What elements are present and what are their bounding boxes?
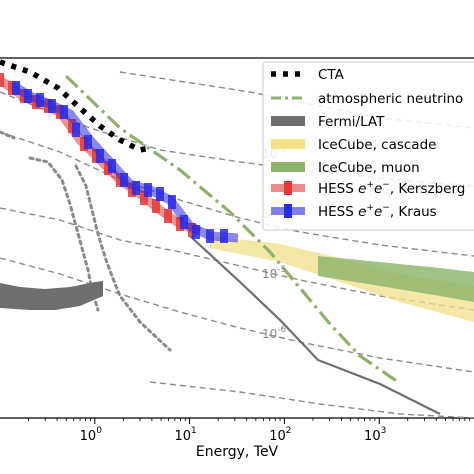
hess-kraus-point	[192, 225, 200, 239]
legend-frame	[262, 61, 474, 231]
hess-kraus-point	[96, 149, 104, 163]
x-tick-label: 103	[364, 426, 386, 444]
hess-kraus-point	[132, 181, 140, 195]
hess-kerszberg-point	[0, 73, 4, 87]
contour-line-6	[149, 381, 474, 418]
legend-label-hess-kraus: HESS e+e−, Kraus	[318, 203, 437, 220]
icecube-muon-band	[318, 256, 474, 302]
hess-kraus-point	[84, 135, 92, 149]
hess-kraus-point	[120, 173, 128, 187]
hess-kraus-point	[168, 195, 176, 209]
hess-kraus-point	[24, 89, 32, 103]
contour-line-4	[0, 207, 474, 311]
contour-line-3	[0, 131, 474, 257]
legend-label-fermi-lat: Fermi/LAT	[318, 114, 385, 130]
dotted-curve-2	[74, 164, 172, 352]
hess-kerszberg-point	[152, 199, 160, 213]
hess-kraus-point	[206, 229, 214, 243]
legend-label-atmospheric-neutrino: atmospheric neutrino	[318, 91, 463, 107]
hess-kraus-point	[72, 123, 80, 137]
legend-marker-fermi-lat	[271, 116, 305, 126]
hess-kraus-point	[60, 105, 68, 119]
contour-label-4: 10-6	[262, 325, 287, 341]
hess-kraus-point	[12, 81, 20, 95]
legend-label-hess-kerszberg: HESS e+e−, Kerszberg	[318, 180, 465, 197]
dotted-curve-3	[0, 130, 16, 140]
legend: CTA atmospheric neutrino Fermi/LAT IceCu…	[262, 61, 474, 231]
legend-label-icecube-muon: IceCube, muon	[318, 160, 420, 176]
hess-kraus-point	[48, 99, 56, 113]
hess-kraus-point	[144, 183, 152, 197]
contour-line-5	[0, 257, 474, 373]
legend-marker-hess-kerszberg	[271, 181, 305, 195]
hess-kraus-point	[180, 215, 188, 229]
hess-kerszberg-point	[164, 209, 172, 223]
x-tick-label: 101	[174, 426, 196, 444]
hess-kraus-series	[11, 81, 239, 243]
x-axis-label: Energy, TeV	[196, 444, 279, 460]
hess-kraus-point	[220, 229, 228, 243]
hess-kraus-point	[36, 93, 44, 107]
x-axis: 100 101 102 103	[28, 418, 471, 444]
x-tick-label: 102	[269, 426, 291, 444]
hess-kraus-point	[108, 159, 116, 173]
legend-marker-hess-kraus	[271, 204, 305, 218]
legend-marker-icecube-muon	[271, 162, 305, 172]
hess-kraus-point	[156, 187, 164, 201]
fermi-lat-band	[0, 281, 103, 310]
x-tick-label: 100	[80, 426, 103, 444]
cr-electron-solid-line	[189, 235, 441, 415]
legend-label-icecube-cascade: IceCube, cascade	[318, 137, 436, 153]
contour-label-3: 10-5	[262, 265, 286, 281]
cta-sensitivity-line	[0, 59, 151, 153]
hess-kerszberg-point	[140, 191, 148, 205]
atmospheric-neutrino-line	[64, 74, 399, 384]
legend-marker-icecube-cascade	[271, 139, 305, 149]
dotted-limit-curves	[0, 130, 172, 352]
legend-label-cta: CTA	[318, 67, 345, 83]
plot-area: 10-4 1 10-5 10-6	[0, 59, 474, 418]
